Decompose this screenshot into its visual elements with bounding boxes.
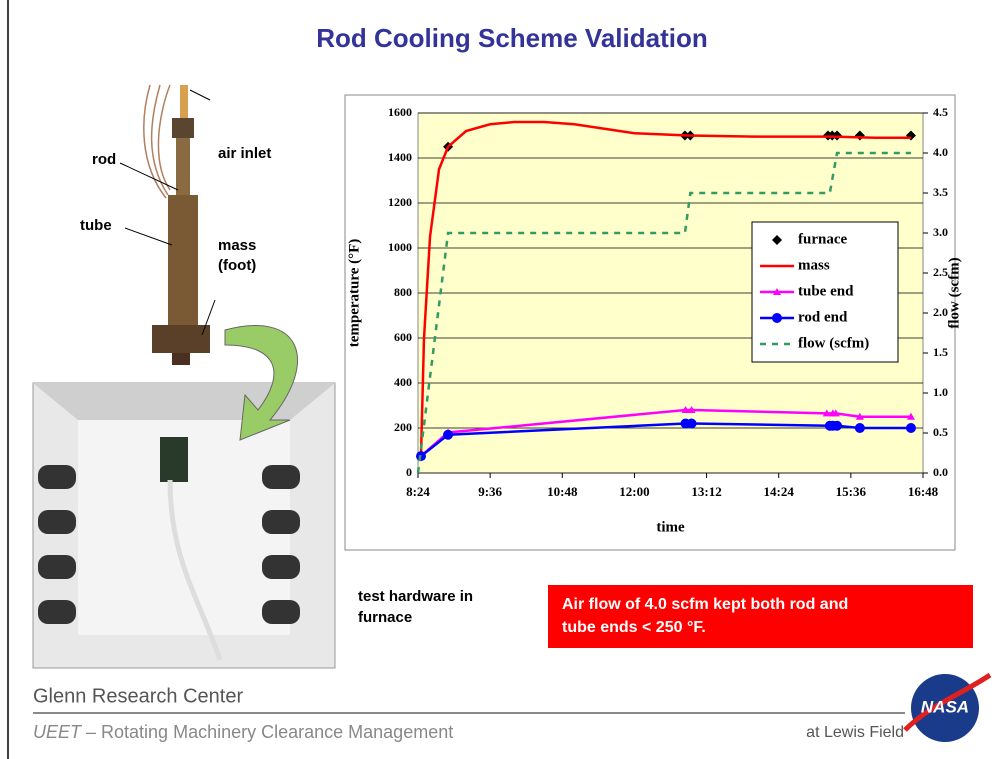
y2-tick-label: 3.5 xyxy=(933,185,948,199)
arrow xyxy=(224,325,298,441)
x-tick-label: 16:48 xyxy=(908,484,939,499)
marker xyxy=(832,420,843,431)
x-tick-label: 8:24 xyxy=(406,484,430,499)
x-tick-label: 15:36 xyxy=(836,484,867,499)
marker xyxy=(822,409,831,417)
legend-label: mass xyxy=(798,257,830,273)
pointer xyxy=(124,227,173,246)
y2-tick-label: 1.5 xyxy=(933,345,948,359)
legend-label: furnace xyxy=(798,231,847,247)
legend-label: rod end xyxy=(798,309,848,325)
x-tick-label: 13:12 xyxy=(691,484,721,499)
y-tick-label: 1000 xyxy=(388,240,412,254)
label-mass: mass xyxy=(218,237,256,254)
y-tick-label: 800 xyxy=(394,285,412,299)
series-line xyxy=(419,120,911,456)
marker xyxy=(773,288,781,295)
footer-center: Glenn Research Center xyxy=(33,685,243,707)
marker xyxy=(686,418,697,429)
y-tick-label: 1600 xyxy=(388,105,412,119)
marker xyxy=(854,423,865,433)
label-tube: tube xyxy=(80,217,112,234)
x-tick-label: 9:36 xyxy=(478,484,502,499)
callout: tube ends < 250 °F. xyxy=(562,619,706,636)
y-tick-label: 200 xyxy=(394,420,412,434)
marker xyxy=(831,409,840,417)
label-air-inlet: air inlet xyxy=(218,145,271,162)
y-tick-label: 1400 xyxy=(388,150,412,164)
callout: Air flow of 4.0 scfm kept both rod and xyxy=(562,596,848,613)
x-axis-label: time xyxy=(656,519,685,535)
slide-title: Rod Cooling Scheme Validation xyxy=(316,23,708,53)
y-tick-label: 1200 xyxy=(388,195,412,209)
marker xyxy=(906,412,915,420)
x-tick-label: 10:48 xyxy=(547,484,578,499)
footer-project: – Rotating Machinery Clearance Managemen… xyxy=(81,722,453,742)
pointer xyxy=(189,89,211,101)
caption: test hardware in xyxy=(358,588,473,605)
marker xyxy=(855,412,864,420)
y-tick-label: 600 xyxy=(394,330,412,344)
footer-program: UEET xyxy=(33,722,83,742)
pointer xyxy=(119,162,179,191)
y2-tick-label: 2.5 xyxy=(933,265,948,279)
y2-tick-label: 0.5 xyxy=(933,425,948,439)
label-mass: (foot) xyxy=(218,257,256,274)
legend-label: tube end xyxy=(798,283,854,299)
caption: furnace xyxy=(358,609,412,626)
y2-tick-label: 4.5 xyxy=(933,105,948,119)
chart: 0 200 400 600 800 1000 1200 1400 1600 0.0 0.5 1.0 1.… xyxy=(346,105,962,536)
y2-tick-label: 0.0 xyxy=(933,465,948,479)
logo-swoosh xyxy=(903,672,992,732)
callout-box xyxy=(548,585,973,648)
label-rod: rod xyxy=(92,151,116,168)
y2-tick-label: 4.0 xyxy=(933,145,948,159)
pointer xyxy=(201,299,216,336)
rod-photo xyxy=(143,84,210,365)
logo-text: NASA xyxy=(921,697,969,716)
marker xyxy=(681,406,690,413)
marker xyxy=(687,406,696,413)
series-line xyxy=(416,151,911,474)
y2-axis-label: flow (scfm) xyxy=(946,257,962,328)
marker xyxy=(443,429,454,440)
y-tick-label: 0 xyxy=(406,465,412,479)
x-tick-label: 14:24 xyxy=(764,484,795,499)
marker xyxy=(772,313,782,323)
footer-project: UEET – Rotating Machinery Clearance Mana… xyxy=(33,722,453,742)
furnace-photo xyxy=(32,382,336,669)
y-tick-label: 400 xyxy=(394,375,412,389)
legend-label: flow (scfm) xyxy=(798,335,869,351)
x-tick-label: 12:00 xyxy=(619,484,649,499)
y-axis-label: temperature (°F) xyxy=(346,239,362,348)
footer-field: at Lewis Field xyxy=(806,724,904,741)
marker xyxy=(772,235,782,245)
marker xyxy=(905,423,916,433)
y2-tick-label: 3.0 xyxy=(933,225,948,239)
y2-tick-label: 1.0 xyxy=(933,385,948,399)
y2-tick-label: 2.0 xyxy=(933,305,948,319)
